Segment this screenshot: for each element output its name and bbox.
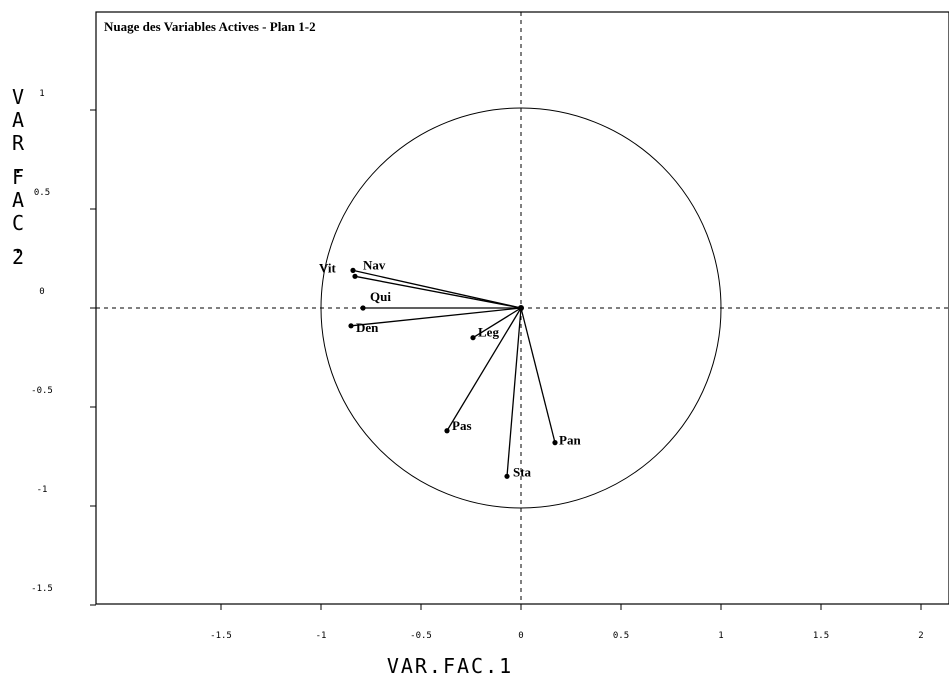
point-pan	[552, 440, 558, 446]
point-label-pan: Pan	[559, 433, 581, 448]
point-label-nav: Nav	[363, 257, 386, 272]
point-den	[348, 323, 354, 329]
x-tick-label: 1.5	[813, 631, 829, 641]
y-axis-label-char: .	[12, 234, 24, 258]
x-tick-label: 2	[918, 631, 923, 641]
point-label-vit: Vit	[319, 260, 337, 275]
vector-vit	[352, 269, 522, 309]
y-axis-label-char: A	[12, 108, 24, 132]
point-label-sta: Sta	[513, 464, 532, 479]
chart-title: Nuage des Variables Actives - Plan 1-2	[104, 19, 316, 34]
y-tick-label: 1	[39, 89, 44, 99]
x-tick-label: -0.5	[410, 631, 432, 641]
point-label-qui: Qui	[370, 289, 391, 304]
x-tick-label: 0	[518, 631, 523, 641]
y-axis-label-char: 2	[12, 245, 24, 269]
point-qui	[360, 305, 366, 311]
vector-leg	[472, 307, 522, 339]
y-axis-label-char: F	[12, 165, 24, 189]
y-tick-label: -1.5	[31, 584, 53, 594]
x-axis-label: VAR.FAC.1	[387, 654, 513, 678]
x-tick-label: 0.5	[613, 631, 629, 641]
y-tick-label: -1	[37, 485, 48, 495]
point-label-den: Den	[356, 320, 379, 335]
x-tick-label: -1.5	[210, 631, 232, 641]
point-leg	[470, 335, 476, 341]
x-tick-label: -1	[316, 631, 327, 641]
y-axis-label-char: V	[12, 85, 24, 109]
y-axis-label-char: .	[12, 154, 24, 178]
point-vit	[350, 267, 356, 273]
vector-pas	[446, 307, 522, 432]
point-label-pas: Pas	[452, 418, 472, 433]
vector-nav	[354, 275, 522, 309]
point-pas	[444, 428, 450, 434]
y-axis-label-char: C	[12, 211, 24, 235]
variable-vectors: Vit Nav Qui Den Leg Pas Pan Sta	[319, 257, 581, 479]
point-label-leg: Leg	[478, 325, 499, 340]
y-tick-label: 0	[39, 287, 44, 297]
axis-ticks: -1.5 -1 -0.5 0 0.5 1 1.5 2 1 0.5 0 -0.5 -1 -1.5	[31, 89, 924, 641]
x-tick-label: 1	[718, 631, 723, 641]
y-tick-label: -0.5	[31, 386, 53, 396]
y-axis-label-char: R	[12, 131, 25, 155]
y-axis-label: VAR.FAC.2	[12, 85, 25, 269]
y-axis-label-char: A	[12, 188, 24, 212]
y-tick-label: 0.5	[34, 188, 50, 198]
point-sta	[504, 473, 510, 479]
vector-den	[350, 307, 522, 327]
vector-sta	[506, 307, 522, 477]
vector-pan	[520, 307, 556, 443]
correlation-circle	[320, 107, 722, 509]
origin-point	[518, 305, 524, 311]
point-nav	[352, 273, 358, 279]
